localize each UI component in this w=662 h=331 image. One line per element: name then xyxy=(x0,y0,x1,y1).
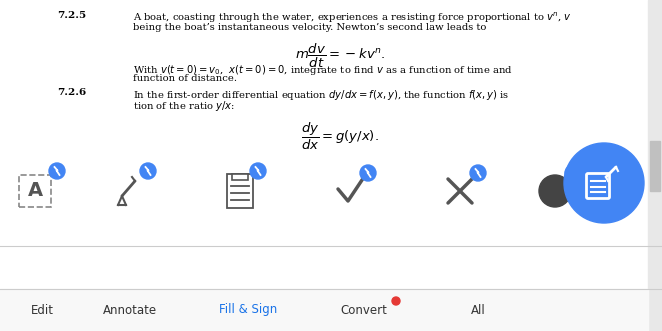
Circle shape xyxy=(140,163,156,179)
Text: function of distance.: function of distance. xyxy=(133,74,237,83)
Text: Edit: Edit xyxy=(30,304,54,316)
Bar xyxy=(648,0,662,331)
Text: A boat, coasting through the water, experiences a resisting force proportional t: A boat, coasting through the water, expe… xyxy=(133,11,572,25)
Text: Convert: Convert xyxy=(340,304,387,316)
Circle shape xyxy=(539,175,571,207)
Circle shape xyxy=(49,163,65,179)
Circle shape xyxy=(565,165,581,181)
Text: In the first-order differential equation $dy/dx = f(x, y)$, the function $f(x, y: In the first-order differential equation… xyxy=(133,88,509,102)
Circle shape xyxy=(392,297,400,305)
Text: A: A xyxy=(27,181,42,201)
Text: 7.2.5: 7.2.5 xyxy=(58,11,87,20)
Bar xyxy=(227,174,253,208)
Bar xyxy=(650,141,660,191)
Text: being the boat’s instantaneous velocity. Newton’s second law leads to: being the boat’s instantaneous velocity.… xyxy=(133,23,487,32)
Text: 7.2.6: 7.2.6 xyxy=(58,88,87,97)
Bar xyxy=(19,175,51,207)
Circle shape xyxy=(250,163,266,179)
Text: $\dfrac{dy}{dx} = g(y/x).$: $\dfrac{dy}{dx} = g(y/x).$ xyxy=(301,121,379,152)
Text: tion of the ratio $y/x$:: tion of the ratio $y/x$: xyxy=(133,99,235,113)
Bar xyxy=(232,174,248,180)
Circle shape xyxy=(564,143,644,223)
Circle shape xyxy=(470,165,486,181)
Text: Fill & Sign: Fill & Sign xyxy=(219,304,277,316)
Text: Annotate: Annotate xyxy=(103,304,157,316)
Circle shape xyxy=(360,165,376,181)
Text: $m\dfrac{dv}{dt} = -kv^n.$: $m\dfrac{dv}{dt} = -kv^n.$ xyxy=(295,42,385,70)
Text: All: All xyxy=(471,304,485,316)
Text: With $v(t = 0) = v_0$,  $x(t = 0) = 0$, integrate to find $v$ as a function of t: With $v(t = 0) = v_0$, $x(t = 0) = 0$, i… xyxy=(133,63,513,77)
Bar xyxy=(0,289,648,331)
